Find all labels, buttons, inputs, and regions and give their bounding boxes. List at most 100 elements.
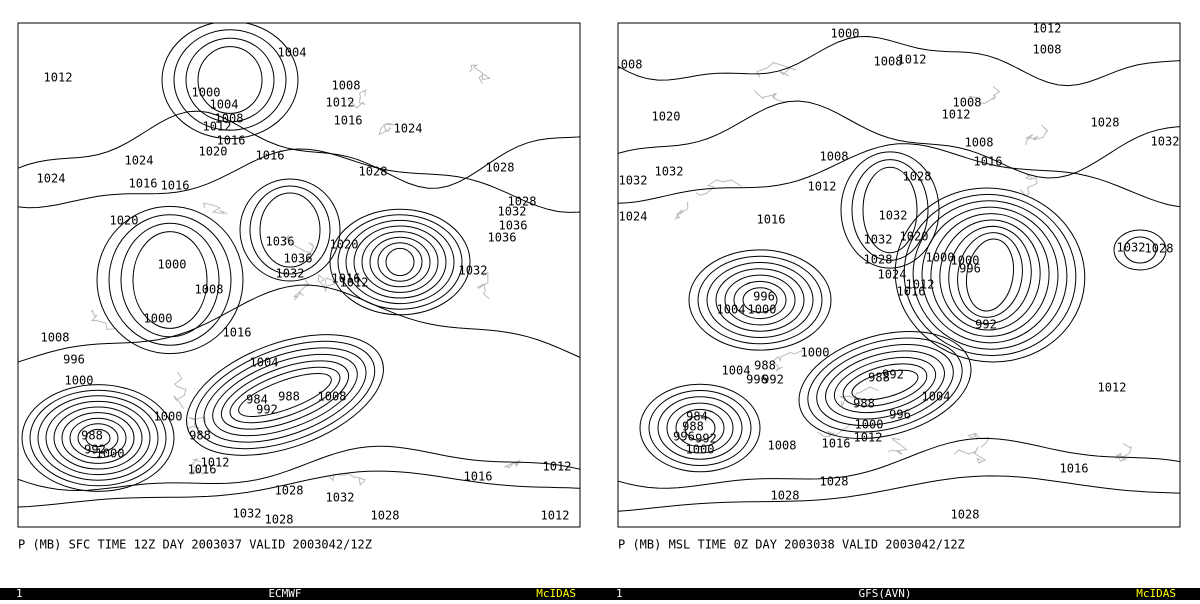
- contour-label: 1016: [974, 155, 1003, 169]
- isobar: [53, 406, 143, 470]
- isobar: [77, 423, 119, 453]
- isobar: [639, 383, 761, 473]
- isobar: [220, 360, 350, 430]
- isobar: [29, 389, 167, 487]
- coastline: [173, 371, 187, 410]
- contour-label: 1016: [822, 437, 851, 451]
- isobar: [1113, 229, 1167, 271]
- contour-label: 1000: [855, 418, 884, 432]
- isobar: [715, 268, 805, 332]
- contour-label: 1012: [906, 278, 935, 292]
- isobar: [173, 29, 287, 131]
- contour-label: 1000: [951, 254, 980, 268]
- contour-label: 996: [746, 373, 768, 387]
- contour-label: 1008: [965, 136, 994, 150]
- contour-label: 1036: [488, 231, 517, 245]
- contour-label: 1000: [144, 312, 173, 326]
- isobar: [948, 225, 1032, 325]
- contour-label: 1000: [192, 86, 221, 100]
- contour-label: 1008: [318, 390, 347, 404]
- contour-label: 996: [753, 290, 775, 304]
- contour-label: 1016: [334, 114, 363, 128]
- contour-label: 996: [889, 408, 911, 422]
- isobar: [733, 280, 787, 320]
- contour-label: 1032: [326, 491, 355, 505]
- contour-label: 1012: [942, 108, 971, 122]
- contour-label: 1020: [900, 230, 929, 244]
- contour-label: 1004: [250, 356, 279, 370]
- contour-label: 1008: [1033, 43, 1062, 57]
- contour-label: 1008: [953, 96, 982, 110]
- contour-label: 1000: [801, 346, 830, 360]
- isobar: [85, 428, 111, 448]
- contour-label: 988: [868, 371, 890, 385]
- contour-label: 1016: [223, 326, 252, 340]
- isobar: [229, 366, 341, 424]
- coastline: [282, 235, 315, 254]
- isobar: [851, 369, 919, 401]
- coastline: [1019, 174, 1038, 197]
- contour-label: 1012: [808, 180, 837, 194]
- contour-label: 1024: [619, 210, 648, 224]
- isobar: [657, 396, 743, 460]
- isobar: [238, 373, 332, 417]
- isobar: [666, 402, 734, 454]
- isobar: [377, 242, 423, 282]
- contour-label: 988: [278, 390, 300, 404]
- contour-label: 1008: [874, 55, 903, 69]
- contour-label: 1032: [233, 507, 262, 521]
- isobar: [161, 23, 299, 140]
- contour-label: 992: [762, 373, 784, 387]
- contour-label: 1036: [284, 252, 313, 266]
- isobar: [385, 247, 415, 277]
- coastline: [817, 424, 851, 438]
- isobar: [807, 337, 963, 433]
- isobar: [939, 219, 1041, 331]
- contour-label: 1000: [65, 374, 94, 388]
- isobar: [648, 390, 752, 466]
- contour-label: 996: [959, 262, 981, 276]
- contour-label: 1008: [332, 79, 361, 93]
- contour-label: 1000: [154, 410, 183, 424]
- coastline: [674, 201, 689, 220]
- isobar: [618, 143, 1180, 208]
- contour-label: 1016: [757, 213, 786, 227]
- isobar: [903, 193, 1077, 357]
- coastline: [293, 278, 310, 301]
- status-bar: [0, 588, 1200, 600]
- isobar: [833, 356, 937, 414]
- isobar: [18, 110, 580, 189]
- isobar: [108, 214, 232, 346]
- isobar: [194, 340, 376, 450]
- contour-label: 1032: [864, 233, 893, 247]
- contour-label: 992: [975, 318, 997, 332]
- coastline: [968, 85, 1001, 105]
- contour-label: 1012: [201, 456, 230, 470]
- frame-number: 1: [16, 587, 23, 600]
- coastline: [476, 271, 490, 300]
- contour-label: 1032: [619, 174, 648, 188]
- map-frame: [17, 22, 581, 528]
- isobar: [249, 185, 331, 275]
- contour-label: 1012: [543, 460, 572, 474]
- isobar: [45, 400, 151, 476]
- isobar: [842, 363, 928, 407]
- contour-label: 988: [189, 429, 211, 443]
- isobar: [851, 159, 929, 261]
- contour-label: 1000: [686, 443, 715, 457]
- coastline: [202, 202, 228, 215]
- contour-label: 1032: [1151, 135, 1180, 149]
- contour-label: 996: [63, 353, 85, 367]
- map-frame: [617, 22, 1181, 528]
- isobar: [894, 187, 1086, 363]
- isobar: [675, 408, 725, 448]
- isobar: [18, 470, 580, 508]
- contour-label: 1016: [897, 285, 926, 299]
- coastline: [839, 386, 879, 408]
- contour-label: 1032: [1117, 241, 1146, 255]
- contour-label: 1024: [878, 268, 907, 282]
- contour-label: 1028: [508, 195, 537, 209]
- coastline: [378, 122, 395, 136]
- coastline: [503, 459, 521, 469]
